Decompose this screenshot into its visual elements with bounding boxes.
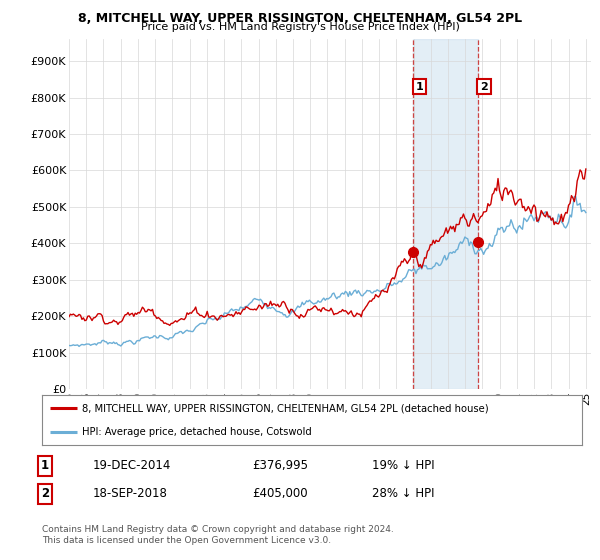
Text: 18-SEP-2018: 18-SEP-2018	[93, 487, 168, 501]
Text: HPI: Average price, detached house, Cotswold: HPI: Average price, detached house, Cots…	[83, 427, 312, 437]
Text: Contains HM Land Registry data © Crown copyright and database right 2024.
This d: Contains HM Land Registry data © Crown c…	[42, 525, 394, 545]
Text: 19-DEC-2014: 19-DEC-2014	[93, 459, 172, 473]
Text: 19% ↓ HPI: 19% ↓ HPI	[372, 459, 434, 473]
Text: 1: 1	[41, 459, 49, 473]
Text: £405,000: £405,000	[252, 487, 308, 501]
Text: £376,995: £376,995	[252, 459, 308, 473]
Text: Price paid vs. HM Land Registry's House Price Index (HPI): Price paid vs. HM Land Registry's House …	[140, 22, 460, 32]
Text: 28% ↓ HPI: 28% ↓ HPI	[372, 487, 434, 501]
Text: 2: 2	[41, 487, 49, 501]
Text: 8, MITCHELL WAY, UPPER RISSINGTON, CHELTENHAM, GL54 2PL: 8, MITCHELL WAY, UPPER RISSINGTON, CHELT…	[78, 12, 522, 25]
Text: 1: 1	[415, 82, 423, 92]
Text: 2: 2	[480, 82, 488, 92]
Bar	[413, 39, 478, 389]
Text: 8, MITCHELL WAY, UPPER RISSINGTON, CHELTENHAM, GL54 2PL (detached house): 8, MITCHELL WAY, UPPER RISSINGTON, CHELT…	[83, 403, 489, 413]
